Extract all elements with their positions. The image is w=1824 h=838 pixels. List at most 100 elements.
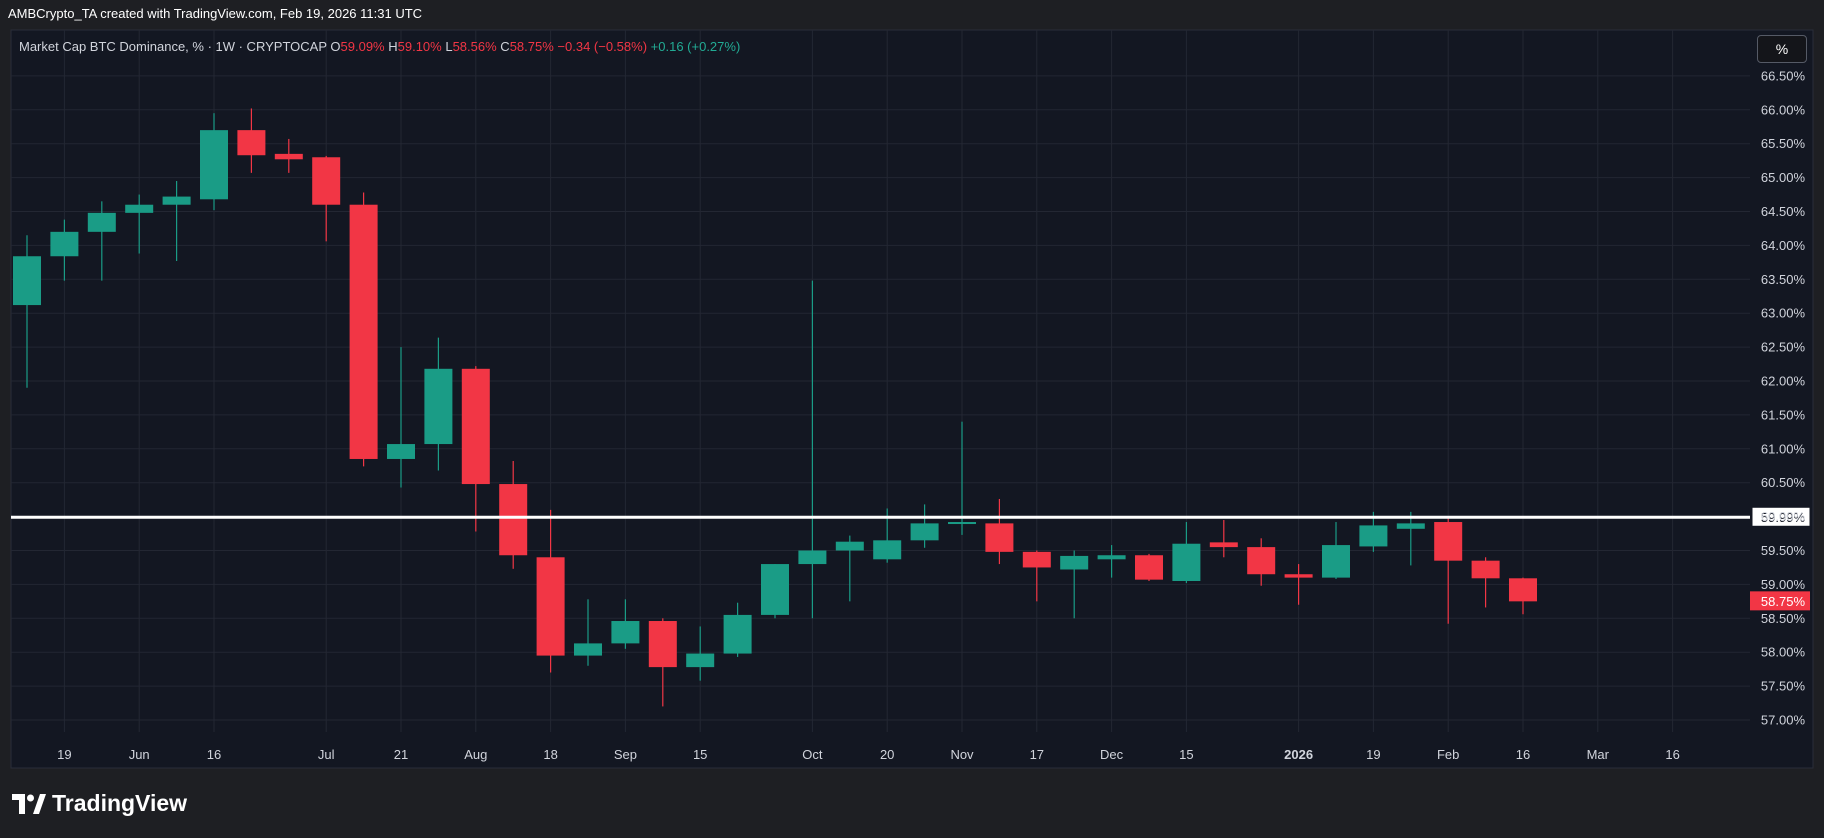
x-tick-label: Jun — [129, 747, 150, 762]
candle-body-up — [1322, 545, 1350, 578]
level-price-tag — [1751, 506, 1811, 527]
candle-body-down — [1509, 578, 1537, 602]
y-axis: 57.00% 57.50% 58.00% 58.50% 59.00% 59.50% 60.0… — [1761, 68, 1806, 727]
plot-background — [10, 29, 1814, 769]
candle-body-down — [349, 204, 378, 459]
x-tick-label: Oct — [802, 747, 823, 762]
candle-body-up — [1396, 523, 1425, 529]
x-axis: 19 Jun 16 Jul 21 Aug 18 Sep 15 Oct 20 Nov 17 Dec 15 202… — [57, 747, 1680, 762]
y-tick-label: 66.00% — [1761, 102, 1806, 117]
candle-body-up — [87, 212, 116, 232]
y-tick-label: 64.50% — [1761, 204, 1806, 219]
legend-high-label: H — [388, 39, 398, 54]
candle-body-down — [237, 130, 266, 156]
legend-high-value: 59.10% — [397, 39, 442, 54]
candle-body-down — [274, 153, 303, 160]
percent-scale-button[interactable]: % — [1757, 35, 1807, 63]
x-tick-label: 19 — [1366, 747, 1380, 762]
candle-body-up — [798, 550, 827, 565]
candle-body-up — [835, 541, 864, 551]
candle-body-up — [200, 130, 228, 200]
x-tick-label: Mar — [1587, 747, 1610, 762]
candle-body-up — [1097, 555, 1126, 560]
candle-body-up — [873, 540, 902, 560]
y-tick-label: 58.50% — [1761, 611, 1806, 626]
candle-body-down — [1135, 555, 1163, 580]
x-tick-label: 16 — [207, 747, 221, 762]
legend-open-value: 59.09% — [340, 39, 385, 54]
y-tick-label: 65.50% — [1761, 136, 1806, 151]
candle-body-down — [461, 368, 490, 485]
candle-body-down — [1022, 551, 1051, 568]
x-tick-label: Feb — [1437, 747, 1459, 762]
legend-close-label: C — [500, 39, 510, 54]
candle-body-up — [611, 621, 640, 644]
creator-attribution: AMBCrypto_TA created with TradingView.co… — [8, 6, 423, 21]
candles — [13, 108, 1537, 707]
x-tick-label: 16 — [1665, 747, 1679, 762]
x-tick-label: 16 — [1516, 747, 1530, 762]
candle-body-up — [387, 444, 415, 459]
last-price-label: 58.75% — [1761, 594, 1806, 609]
x-tick-label: 19 — [57, 747, 71, 762]
x-tick-label: Aug — [464, 747, 487, 762]
x-tick-label: Sep — [614, 747, 637, 762]
candle-body-up — [1060, 555, 1089, 570]
candle-body-up — [125, 204, 154, 213]
candle-body-down — [536, 557, 565, 656]
y-tick-label: 60.50% — [1761, 475, 1806, 490]
candle-body-up — [424, 368, 453, 445]
last-price-tag — [1750, 591, 1810, 611]
x-tick-label: 2026 — [1284, 747, 1313, 762]
x-tick-label: 17 — [1030, 747, 1044, 762]
level-price-label: 59.99% — [1761, 510, 1806, 525]
candle-body-down — [499, 484, 528, 556]
candle-body-down — [1209, 542, 1238, 548]
levels: 59.99% 58.75% — [11, 506, 1811, 611]
x-tick-label: 15 — [1179, 747, 1193, 762]
candle-body-up — [574, 643, 602, 656]
legend-low-label: L — [445, 39, 453, 54]
y-tick-label: 61.50% — [1761, 407, 1806, 422]
grid — [11, 30, 1750, 732]
x-tick-label: 20 — [880, 747, 894, 762]
legend-open-label: O — [330, 39, 341, 54]
y-tick-label: 58.00% — [1761, 645, 1806, 660]
legend-change: −0.34 (−0.58%) — [557, 39, 648, 54]
candle-body-up — [162, 196, 191, 205]
x-tick-label: Nov — [950, 747, 974, 762]
x-tick-label: 21 — [394, 747, 408, 762]
y-tick-label: 63.50% — [1761, 272, 1806, 287]
candle-body-down — [1434, 522, 1463, 561]
tradingview-logo-icon — [12, 793, 46, 814]
candle-body-down — [985, 523, 1014, 552]
x-tick-label: Jul — [318, 747, 335, 762]
y-tick-label: 57.50% — [1761, 679, 1806, 694]
candle-body-down — [1471, 560, 1500, 579]
tradingview-logo[interactable]: TradingView — [12, 790, 187, 817]
y-tick-label: 62.00% — [1761, 374, 1806, 389]
candle-body-up — [1359, 525, 1388, 547]
candle-body-up — [686, 653, 715, 668]
y-tick-label: 60.00% — [1761, 509, 1806, 524]
tradingview-brand-text: TradingView — [52, 790, 188, 816]
y-tick-label: 61.00% — [1761, 441, 1806, 456]
candle-body-down — [1247, 547, 1276, 575]
y-tick-label: 65.00% — [1761, 170, 1806, 185]
y-tick-label: 63.00% — [1761, 306, 1806, 321]
x-tick-label: 18 — [543, 747, 557, 762]
candle-body-up — [13, 256, 41, 306]
candle-body-up — [948, 522, 976, 525]
legend-low-value: 58.56% — [452, 39, 497, 54]
candle-body-down — [312, 157, 341, 205]
candle-body-up — [1172, 543, 1201, 582]
candle-body-up — [910, 523, 939, 541]
symbol-legend: Market Cap BTC Dominance, % · 1W · CRYPT… — [19, 39, 740, 54]
candle-body-down — [1284, 574, 1313, 578]
legend-close-value: 58.75% — [509, 39, 554, 54]
legend-symbol: Market Cap BTC Dominance, % · 1W · CRYPT… — [19, 39, 327, 54]
candle-body-up — [761, 564, 789, 615]
legend-extra-change: +0.16 (+0.27%) — [650, 39, 741, 54]
y-tick-label: 62.50% — [1761, 340, 1806, 355]
